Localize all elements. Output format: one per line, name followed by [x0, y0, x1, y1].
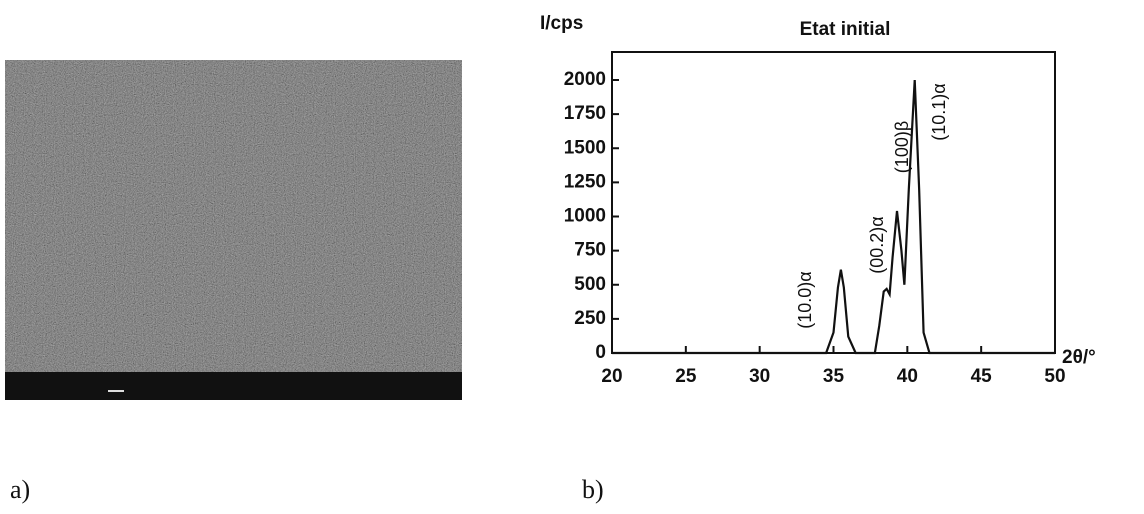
- y-tick-label: 2000: [564, 69, 606, 90]
- y-tick-label: 250: [574, 308, 606, 329]
- sem-image: [5, 60, 462, 400]
- x-tick-label: 35: [823, 366, 845, 387]
- y-tick-label: 750: [574, 240, 606, 261]
- y-tick-label: 1250: [564, 171, 606, 192]
- xrd-curve: [612, 79, 1055, 355]
- y-tick-label: 1500: [564, 137, 606, 158]
- plot-frame: [611, 51, 1056, 354]
- chart-title: Etat initial: [800, 19, 891, 40]
- y-tick-label: 1750: [564, 103, 606, 124]
- y-tick-label: 0: [595, 342, 606, 363]
- y-tick-label: 1000: [564, 206, 606, 227]
- y-tick-label: 500: [574, 274, 606, 295]
- x-tick-label: 20: [601, 366, 622, 387]
- x-tick-label: 40: [897, 366, 918, 387]
- x-tick-label: 25: [675, 366, 697, 387]
- x-tick-label: 50: [1044, 366, 1065, 387]
- panel-label: b): [582, 475, 604, 504]
- peak-label: (10.1)α: [929, 83, 949, 140]
- x-tick-label: 45: [971, 366, 993, 387]
- x-axis-label: 2θ/°: [1062, 347, 1096, 368]
- peak-label: (100)β: [892, 121, 912, 173]
- panel-label: a): [10, 475, 30, 504]
- x-tick-label: 30: [749, 366, 770, 387]
- peak-label: (00.2)α: [867, 216, 887, 273]
- y-axis-label: I/cps: [540, 13, 583, 34]
- peak-label: (10.0)α: [795, 271, 815, 328]
